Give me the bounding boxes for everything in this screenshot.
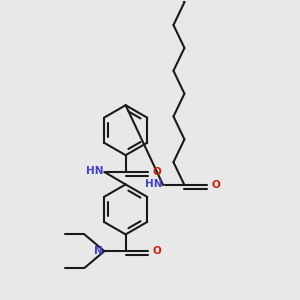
Text: N: N <box>94 246 103 256</box>
Text: O: O <box>153 246 161 256</box>
Text: O: O <box>212 180 220 190</box>
Text: HN: HN <box>145 179 162 189</box>
Text: HN: HN <box>86 166 104 176</box>
Text: O: O <box>153 167 161 177</box>
